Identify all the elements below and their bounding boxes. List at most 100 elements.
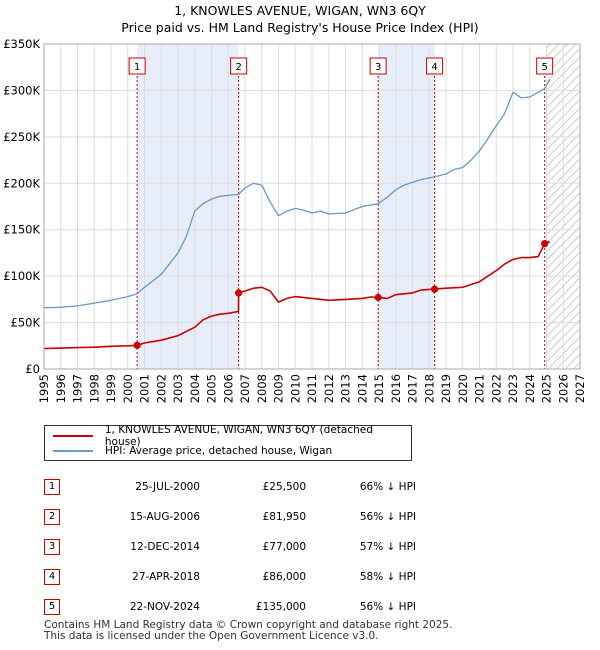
- sale-hpi-diff: 58% ↓ HPI: [359, 571, 416, 583]
- footer-line-1: Contains HM Land Registry data © Crown c…: [44, 619, 453, 631]
- sale-date: 25-JUL-2000: [135, 481, 200, 493]
- sale-number-box: [536, 57, 554, 75]
- x-tick-label: 1998: [87, 374, 101, 403]
- x-tick-label: 2019: [439, 374, 453, 403]
- y-tick-label: £50K: [11, 316, 41, 330]
- x-tick-label: 2013: [339, 374, 353, 403]
- legend-hpi-label: HPI: Average price, detached house, Wiga…: [105, 445, 333, 457]
- sale-number-badge: 4: [44, 569, 60, 585]
- legend-hpi-line: [53, 450, 93, 452]
- x-tick-label: 2005: [205, 374, 219, 403]
- price-chart: 1 2 3 4 5 £0 £50K £100K £150K £200K £250K £300K £35…: [3, 37, 587, 403]
- sale-number-badge: 5: [44, 599, 60, 615]
- x-tick-label: 2010: [288, 374, 302, 403]
- sale-price: £25,500: [262, 481, 306, 493]
- chart-title-block: 1, KNOWLES AVENUE, WIGAN, WN3 6QY Price …: [0, 2, 600, 36]
- sale-number-label: 2: [235, 62, 241, 73]
- transactions-table: 1 25-JUL-2000 £25,500 66% ↓ HPI 2 15-AUG…: [44, 472, 416, 622]
- x-tick-label: 2008: [255, 374, 269, 403]
- chart-title: 1, KNOWLES AVENUE, WIGAN, WN3 6QY: [174, 3, 426, 18]
- sale-number-box: [426, 57, 444, 75]
- sale-hpi-diff: 66% ↓ HPI: [359, 481, 416, 493]
- price-paid-line: [43, 241, 551, 350]
- y-tick-label: £350K: [3, 37, 40, 51]
- sale-point: [431, 285, 439, 293]
- sale-number-badge: 2: [44, 509, 60, 525]
- footer-attribution: Contains HM Land Registry data © Crown c…: [44, 620, 452, 642]
- sale-number-badge: 3: [44, 539, 60, 555]
- sale-point: [374, 293, 382, 302]
- sale-number-label: 5: [541, 62, 547, 73]
- x-tick-label: 2007: [238, 374, 252, 403]
- sale-number-box: [128, 57, 146, 75]
- legend-item-price: 1, KNOWLES AVENUE, WIGAN, WN3 6QY (detac…: [53, 424, 411, 448]
- x-tick-label: 2027: [573, 374, 587, 403]
- sale-date: 22-NOV-2024: [129, 601, 200, 613]
- sale-point: [235, 289, 243, 297]
- sale-date: 27-APR-2018: [132, 571, 200, 583]
- sale-number-label: 4: [431, 62, 437, 73]
- x-tick-label: 2003: [171, 374, 185, 403]
- y-tick-label: £250K: [3, 130, 40, 144]
- sale-date: 12-DEC-2014: [130, 541, 200, 553]
- x-tick-label: 2024: [523, 374, 537, 403]
- y-tick-label: £100K: [3, 269, 40, 283]
- x-tick-label: 2023: [506, 374, 520, 403]
- x-tick-label: 2016: [389, 374, 403, 403]
- chart-legend: 1, KNOWLES AVENUE, WIGAN, WN3 6QY (detac…: [44, 424, 412, 461]
- legend-price-label: 1, KNOWLES AVENUE, WIGAN, WN3 6QY (detac…: [104, 424, 373, 448]
- sale-number-box: [369, 57, 387, 75]
- x-tick-label: 2009: [272, 374, 286, 403]
- y-tick-label: £200K: [3, 176, 40, 190]
- table-row: 1 25-JUL-2000 £25,500 66% ↓ HPI: [44, 472, 416, 502]
- sale-hpi-diff: 57% ↓ HPI: [359, 541, 416, 553]
- chart-subtitle: Price paid vs. HM Land Registry's House …: [121, 20, 479, 35]
- y-tick-label: £150K: [3, 223, 40, 237]
- x-tick-label: 2017: [406, 374, 420, 403]
- plot-frame: [43, 43, 581, 370]
- x-tick-label: 2004: [188, 374, 202, 403]
- x-tick-label: 2026: [556, 374, 570, 403]
- x-tick-label: 2002: [154, 374, 168, 403]
- legend-item-hpi: HPI: Average price, detached house, Wiga…: [53, 444, 332, 458]
- hpi-line: [43, 78, 551, 309]
- x-tick-label: 1995: [37, 374, 51, 403]
- sale-hpi-diff: 56% ↓ HPI: [359, 601, 416, 613]
- legend-price-line: [53, 435, 93, 437]
- sale-number-label: 3: [375, 62, 381, 73]
- ownership-shade: [137, 44, 239, 369]
- x-tick-label: 2006: [221, 374, 235, 403]
- footer-line-2: This data is licensed under the Open Gov…: [44, 630, 379, 642]
- x-tick-label: 2000: [121, 374, 135, 403]
- x-tick-label: 1999: [104, 374, 118, 403]
- sale-price: £81,950: [262, 511, 306, 523]
- sale-number-badge: 1: [44, 479, 60, 495]
- sale-number-box: [230, 57, 248, 75]
- x-tick-label: 2022: [489, 374, 503, 403]
- y-tick-label: £0: [25, 362, 40, 376]
- x-tick-label: 1997: [71, 374, 85, 403]
- x-tick-label: 2001: [138, 374, 152, 403]
- sale-point: [541, 240, 549, 248]
- x-tick-label: 1996: [54, 374, 68, 403]
- sale-price: £86,000: [262, 571, 306, 583]
- x-tick-label: 2018: [422, 374, 436, 403]
- x-tick-label: 2015: [372, 374, 386, 403]
- x-tick-label: 2020: [456, 374, 470, 403]
- x-tick-label: 2012: [322, 374, 336, 403]
- table-row: 5 22-NOV-2024 £135,000 56% ↓ HPI: [44, 592, 416, 622]
- x-tick-label: 2011: [305, 374, 319, 403]
- table-row: 2 15-AUG-2006 £81,950 56% ↓ HPI: [44, 502, 416, 532]
- table-row: 4 27-APR-2018 £86,000 58% ↓ HPI: [44, 562, 416, 592]
- sale-date: 15-AUG-2006: [129, 511, 200, 523]
- y-tick-label: £300K: [3, 83, 40, 97]
- sale-number-label: 1: [134, 62, 140, 73]
- sale-hpi-diff: 56% ↓ HPI: [359, 511, 416, 523]
- sale-point: [133, 341, 141, 349]
- table-row: 3 12-DEC-2014 £77,000 57% ↓ HPI: [44, 532, 416, 562]
- sale-price: £77,000: [262, 541, 306, 553]
- ownership-shade: [378, 44, 435, 369]
- sale-price: £135,000: [255, 601, 306, 613]
- x-tick-label: 2021: [473, 374, 487, 403]
- x-tick-label: 2014: [355, 374, 369, 403]
